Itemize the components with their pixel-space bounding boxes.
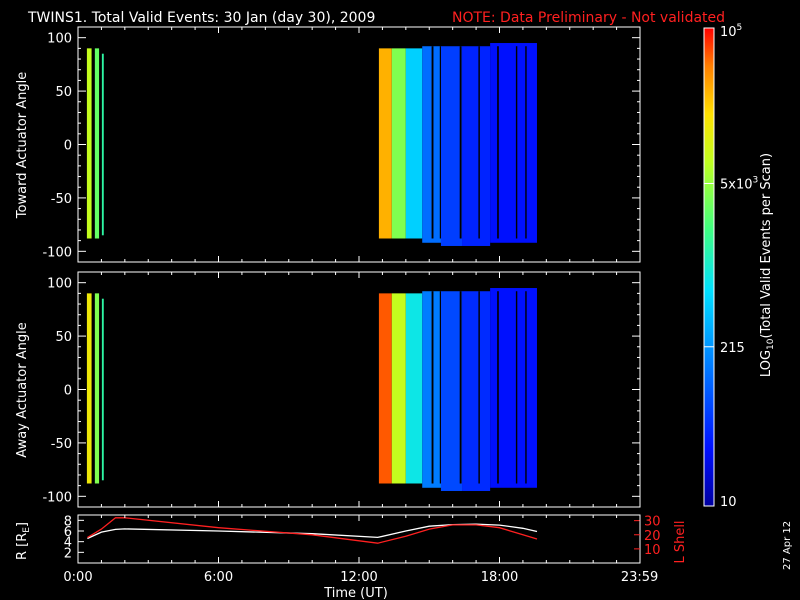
heatmap-cell xyxy=(86,293,92,484)
heatmap-cell xyxy=(94,48,100,239)
y-tick-label: 0 xyxy=(64,139,72,154)
y-tick-label: -50 xyxy=(51,437,72,452)
heatmap-gap xyxy=(497,291,499,484)
y-tick-label: -100 xyxy=(42,245,72,260)
heatmap-cell xyxy=(86,48,92,239)
heatmap-cell xyxy=(101,53,104,236)
heatmap-gap xyxy=(439,46,441,239)
heatmap-gap xyxy=(431,291,434,484)
heatmap-gap xyxy=(478,291,480,484)
heatmap-gap xyxy=(515,46,518,239)
r-series-line xyxy=(87,523,538,540)
r-tick-label: 2 xyxy=(64,546,72,561)
lshell-series-line xyxy=(87,517,538,544)
y-tick-label: 100 xyxy=(47,32,72,47)
heatmap-cell xyxy=(405,48,423,239)
r-tick-label: 8 xyxy=(64,514,72,529)
heatmap-cell xyxy=(101,298,104,481)
away-heatmap-panel: 100 50 0 -50 -100 xyxy=(42,271,641,508)
colorbar-tick-label: 10 xyxy=(720,495,737,510)
heatmap-gap xyxy=(497,46,499,239)
x-tick-label: 0:00 xyxy=(63,570,92,585)
heatmap-gap xyxy=(515,291,518,484)
heatmap-cell xyxy=(440,46,463,246)
time-axis-label: Time (UT) xyxy=(323,586,388,600)
heatmap-gap xyxy=(478,46,480,239)
heatmap-cell xyxy=(391,293,406,484)
away-ylabel: Away Actuator Angle xyxy=(15,322,30,457)
heatmap-cell xyxy=(440,291,463,491)
heatmap-gap xyxy=(525,46,527,239)
heatmap-cell xyxy=(391,48,406,239)
colorbar-tick-label: 215 xyxy=(720,341,745,356)
preliminary-note: NOTE: Data Preliminary - Not validated xyxy=(452,10,725,26)
date-stamp: 27 Apr 12 xyxy=(782,521,793,570)
heatmap-cell xyxy=(462,291,491,491)
r-tick-label: 6 xyxy=(64,525,72,540)
heatmap-cell xyxy=(378,48,392,239)
heatmap-cell xyxy=(462,46,491,246)
y-tick-label: 50 xyxy=(55,85,72,100)
svg-text:LOG10(Total Valid Events per S: LOG10(Total Valid Events per Scan) xyxy=(759,153,776,377)
heatmap-gap xyxy=(459,46,462,239)
colorbar-label: LOG10(Total Valid Events per Scan) xyxy=(759,153,776,377)
lshell-tick-label: 20 xyxy=(644,529,661,544)
x-tick-label: 23:59 xyxy=(621,570,658,585)
r-tick-label: 4 xyxy=(64,536,72,551)
toward-ylabel: Toward Actuator Angle xyxy=(15,72,30,219)
x-tick-label: 6:00 xyxy=(204,570,233,585)
heatmap-cell xyxy=(378,293,392,484)
colorbar-tick-label: 5x103 xyxy=(720,175,758,192)
x-tick-label: 18:00 xyxy=(481,570,518,585)
y-tick-label: -50 xyxy=(51,192,72,207)
heatmap-gap xyxy=(459,291,462,484)
x-tick-label: 12:00 xyxy=(340,570,377,585)
heatmap-cell xyxy=(94,293,100,484)
lshell-tick-label: 30 xyxy=(644,515,661,530)
y-tick-label: 100 xyxy=(47,277,72,292)
colorbar-tick-label: 105 xyxy=(720,23,742,40)
heatmap-gap xyxy=(525,291,527,484)
colorbar-ticks: 10 215 5x103 105 xyxy=(704,23,758,510)
toward-heatmap-panel: 100 50 0 -50 -100 xyxy=(42,26,641,263)
heatmap-gap xyxy=(439,291,441,484)
lshell-tick-label: 10 xyxy=(644,543,661,558)
lshell-axis-label: L Shell xyxy=(673,520,688,563)
colorbar xyxy=(703,27,715,507)
r-axis-label: R [RE] xyxy=(15,522,32,560)
heatmap-gap xyxy=(431,46,434,239)
y-tick-label: 0 xyxy=(64,384,72,399)
y-tick-label: -100 xyxy=(42,490,72,505)
heatmap-cell xyxy=(405,293,423,484)
svg-text:R [RE]: R [RE] xyxy=(15,522,32,560)
y-tick-label: 50 xyxy=(55,330,72,345)
plot-title: TWINS1. Total Valid Events: 30 Jan (day … xyxy=(27,10,375,26)
